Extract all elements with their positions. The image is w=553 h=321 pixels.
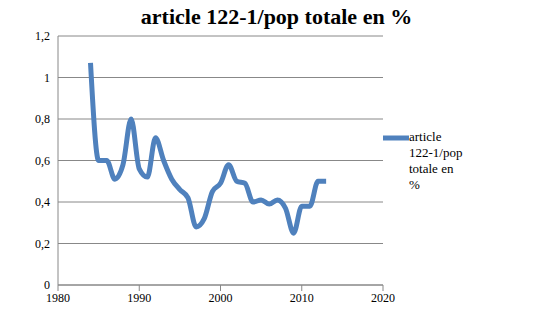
svg-text:0,4: 0,4	[35, 195, 50, 209]
html-text:article 122-1/pop totale en %: article 122-1/pop totale en %	[409, 128, 463, 192]
svg-text:1: 1	[44, 71, 50, 85]
svg-text:0: 0	[44, 278, 50, 292]
svg-text:1990: 1990	[127, 291, 151, 305]
svg-text:0,2: 0,2	[35, 237, 50, 251]
svg-text:2010: 2010	[290, 291, 314, 305]
svg-text:0,8: 0,8	[35, 112, 50, 126]
svg-text:2020: 2020	[371, 291, 395, 305]
html-text:article 122-1/pop totale en %: article 122-1/pop totale en %	[140, 4, 413, 29]
svg-text:1,2: 1,2	[35, 29, 50, 43]
svg-text:0,6: 0,6	[35, 154, 50, 168]
svg-text:1980: 1980	[46, 291, 70, 305]
svg-text:2000: 2000	[209, 291, 233, 305]
